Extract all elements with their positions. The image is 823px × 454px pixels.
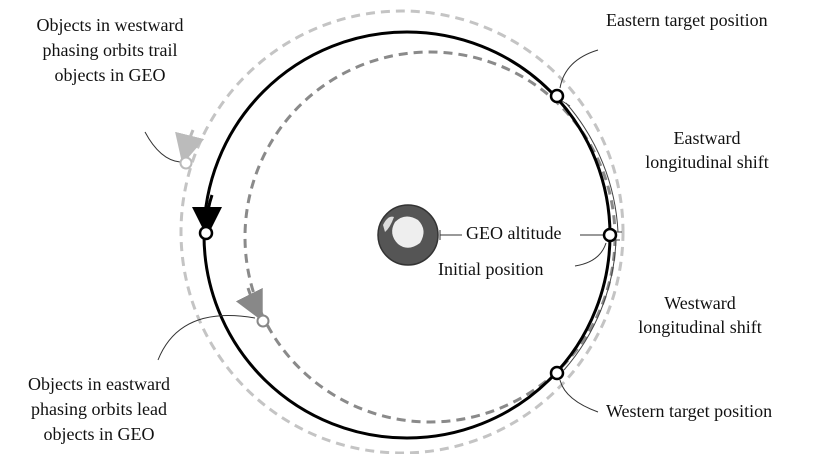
diagram: Eastern target position Eastward longitu… — [0, 0, 823, 454]
label: GEO altitude — [466, 223, 561, 243]
label: longitudinal shift — [645, 152, 769, 172]
label: Eastern target position — [606, 10, 768, 30]
callout — [560, 380, 598, 412]
callout — [560, 50, 598, 88]
earth — [378, 205, 438, 265]
label: Eastward — [674, 128, 741, 148]
label: objects in GEO — [44, 424, 155, 444]
callout — [145, 132, 180, 162]
geo-object-marker — [200, 227, 212, 239]
label: Westward — [664, 293, 736, 313]
label: objects in GEO — [55, 65, 166, 85]
initial-marker — [604, 229, 616, 241]
eastward-object-marker — [258, 316, 269, 327]
eastern-target-marker — [551, 90, 563, 102]
direction-arrow — [186, 130, 193, 150]
label: Objects in westward — [37, 15, 184, 35]
western-target-marker — [551, 367, 563, 379]
label: Initial position — [438, 259, 544, 279]
label: Objects in eastward — [28, 374, 170, 394]
label: longitudinal shift — [638, 317, 762, 337]
westward-object-marker — [181, 158, 192, 169]
callout — [575, 243, 606, 266]
label: phasing orbits lead — [31, 399, 167, 419]
label: Western target position — [606, 401, 772, 421]
label: phasing orbits trail — [43, 40, 178, 60]
